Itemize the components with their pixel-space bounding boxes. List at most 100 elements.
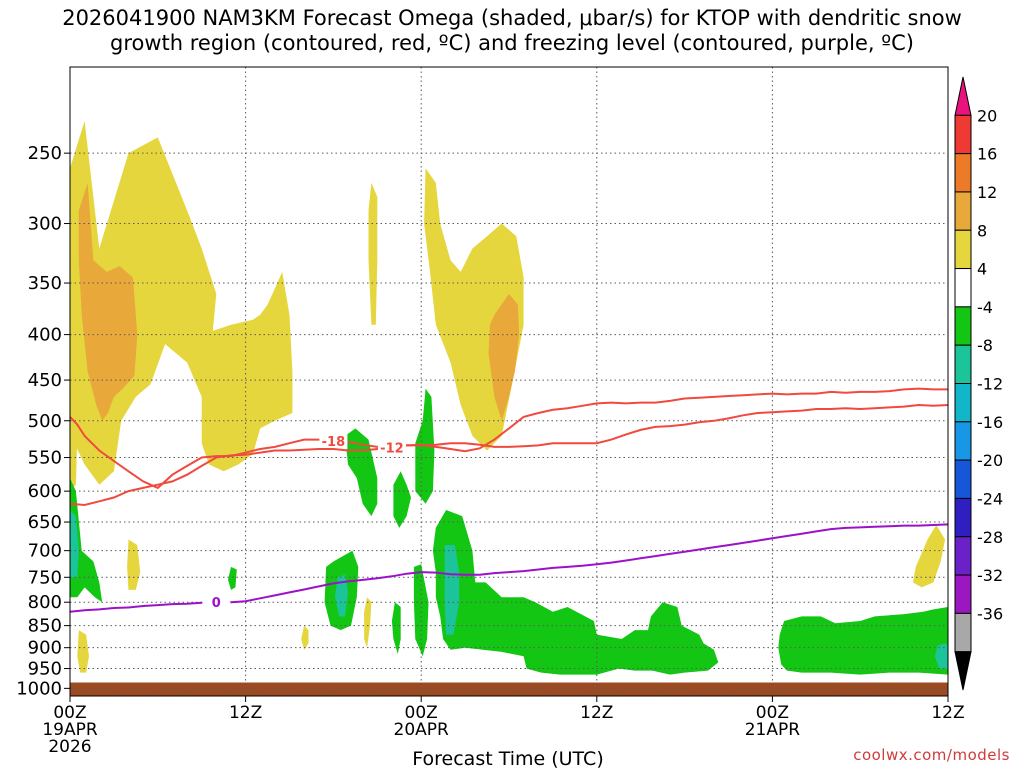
y-tick-label-700: 700 <box>28 541 62 562</box>
contour-label-bg-2 <box>202 594 231 611</box>
y-tick-label-550: 550 <box>28 448 62 469</box>
x-tick-label-24-1: 20APR <box>394 720 450 740</box>
colorbar-label-12: -32 <box>977 566 1003 585</box>
omega-region-19 <box>334 574 348 617</box>
colorbar-segment-9 <box>954 421 972 461</box>
x-tick-label-48-1: 21APR <box>745 720 801 740</box>
y-tick-label-400: 400 <box>28 325 62 346</box>
colorbar-segment-11 <box>954 497 972 538</box>
omega-shading <box>70 121 948 675</box>
colorbar: 20 16 12 8 4 -4 -8 -12 -16 -20 -24 -28 -32 -36 <box>954 76 1003 691</box>
colorbar-label-10: -24 <box>977 489 1003 508</box>
plot-border <box>69 66 949 697</box>
contour-label-2: 0 <box>212 596 221 611</box>
omega-region-6 <box>488 293 520 421</box>
x-tick-label-48-0: 00Z <box>756 703 789 723</box>
colorbar-segment-5 <box>954 268 972 308</box>
y-axis: 2503003504004505005506006507007508008509… <box>16 143 70 699</box>
x-tick-label-0-2: 2026 <box>48 737 91 757</box>
colorbar-label-0: 20 <box>977 106 997 125</box>
y-tick-label-500: 500 <box>28 411 62 432</box>
x-tick-label-36-0: 12Z <box>580 703 613 723</box>
plot-frame <box>69 66 949 697</box>
colorbar-cap-top <box>954 76 972 116</box>
colorbar-label-3: 8 <box>977 221 987 240</box>
colorbar-segment-3 <box>954 191 972 231</box>
colorbar-segment-13 <box>954 574 972 614</box>
colorbar-label-8: -16 <box>977 413 1003 432</box>
colorbar-label-13: -36 <box>977 604 1003 623</box>
colorbar-label-9: -20 <box>977 451 1003 470</box>
x-tick-label-60-0: 12Z <box>931 703 964 723</box>
omega-region-9 <box>301 625 309 650</box>
y-tick-label-900: 900 <box>28 638 62 659</box>
colorbar-label-7: -12 <box>977 375 1003 394</box>
y-tick-label-650: 650 <box>28 512 62 533</box>
colorbar-label-11: -28 <box>977 528 1003 547</box>
omega-region-11 <box>912 525 946 588</box>
x-axis-label: Forecast Time (UTC) <box>412 748 603 768</box>
colorbar-segment-4 <box>954 229 972 270</box>
omega-region-10 <box>364 597 372 648</box>
omega-region-24 <box>778 607 948 675</box>
omega-region-2 <box>201 271 293 472</box>
y-tick-label-950: 950 <box>28 659 62 680</box>
contour-line-1 <box>69 403 949 507</box>
y-tick-label-350: 350 <box>28 273 62 294</box>
x-tick-label-24-0: 00Z <box>405 703 438 723</box>
colorbar-label-6: -8 <box>977 336 993 355</box>
x-tick-label-12-0: 12Z <box>229 703 262 723</box>
chart-title: 2026041900 NAM3KM Forecast Omega (shaded… <box>0 6 1024 56</box>
omega-region-8 <box>77 630 89 673</box>
omega-region-23 <box>444 545 460 635</box>
colorbar-label-1: 16 <box>977 145 997 164</box>
ground-layer <box>70 682 948 696</box>
omega-region-12 <box>70 478 103 603</box>
y-tick-label-850: 850 <box>28 616 62 637</box>
omega-region-21 <box>413 564 429 657</box>
contour-line-0 <box>69 387 948 490</box>
contour-lines: -18 -12 0 <box>69 387 949 613</box>
chart-title-line1: 2026041900 NAM3KM Forecast Omega (shaded… <box>62 6 962 30</box>
x-tick-label-0-0: 00Z <box>53 703 86 723</box>
omega-region-1 <box>78 182 138 421</box>
y-tick-label-450: 450 <box>28 370 62 391</box>
colorbar-segment-8 <box>954 383 972 423</box>
omega-region-13 <box>70 510 79 578</box>
omega-region-25 <box>934 643 948 669</box>
colorbar-segment-6 <box>954 306 972 346</box>
colorbar-segment-2 <box>954 153 972 193</box>
y-tick-label-300: 300 <box>28 214 62 235</box>
y-tick-label-750: 750 <box>28 567 62 588</box>
contour-label-1: -12 <box>380 442 404 457</box>
y-tick-label-800: 800 <box>28 592 62 613</box>
colorbar-segment-12 <box>954 536 972 576</box>
ground-fill <box>70 682 948 696</box>
y-tick-label-600: 600 <box>28 481 62 502</box>
omega-region-22 <box>432 510 719 675</box>
credit-text: coolwx.com/models <box>853 746 1010 764</box>
colorbar-label-4: 4 <box>977 260 987 279</box>
contour-label-0: -18 <box>322 435 346 450</box>
omega-region-3 <box>70 388 78 492</box>
y-tick-label-1000: 1000 <box>16 678 62 699</box>
colorbar-label-2: 12 <box>977 183 997 202</box>
colorbar-segment-1 <box>954 114 972 155</box>
contour-label-bg-1 <box>377 439 406 456</box>
y-tick-label-250: 250 <box>28 143 62 164</box>
omega-region-7 <box>127 539 141 590</box>
colorbar-segment-7 <box>954 344 972 384</box>
omega-region-16 <box>393 471 411 528</box>
chart-title-line2: growth region (contoured, red, ºC) and f… <box>110 31 914 55</box>
colorbar-segment-10 <box>954 459 972 499</box>
omega-region-4 <box>368 182 378 325</box>
colorbar-segment-14 <box>954 612 972 653</box>
colorbar-cap-bottom <box>954 651 972 691</box>
omega-region-20 <box>391 602 401 655</box>
colorbar-label-5: -4 <box>977 298 993 317</box>
x-tick-label-0-1: 19APR <box>42 720 98 740</box>
omega-region-14 <box>228 566 237 590</box>
contour-label-bg-0 <box>319 433 348 450</box>
